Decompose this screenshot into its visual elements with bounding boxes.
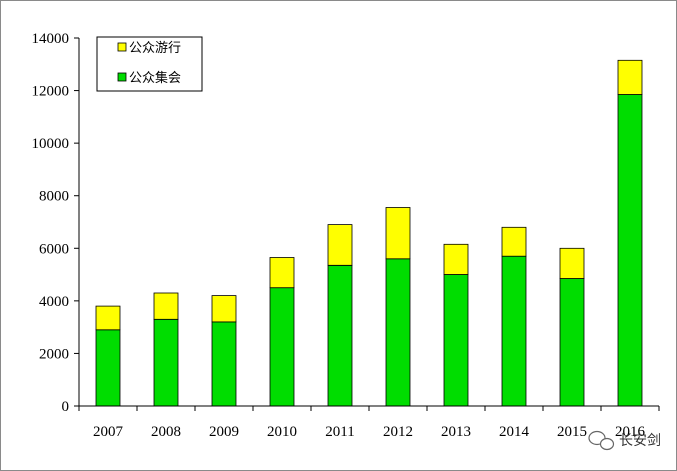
bar-assembly-2007 xyxy=(95,329,121,407)
bar-parade-2008 xyxy=(153,292,179,320)
x-tick-label-2011: 2011 xyxy=(325,424,354,440)
bar-parade-2007 xyxy=(95,305,121,331)
x-tick-label-2015: 2015 xyxy=(557,424,587,440)
bar-parade-2015 xyxy=(559,247,585,279)
bar-assembly-2014 xyxy=(501,255,527,407)
legend: 公众游行 公众集会 xyxy=(96,36,203,92)
bar-parade-2016 xyxy=(617,59,643,95)
y-tick-label: 10000 xyxy=(32,136,70,152)
x-tick-label-2012: 2012 xyxy=(383,424,413,440)
bars-group xyxy=(95,59,643,407)
bar-assembly-2009 xyxy=(211,321,237,407)
bar-parade-2014 xyxy=(501,226,527,257)
bar-parade-2010 xyxy=(269,257,295,289)
bar-assembly-2013 xyxy=(443,274,469,407)
y-tick-label: 8000 xyxy=(39,189,69,205)
bar-assembly-2011 xyxy=(327,264,353,407)
bar-parade-2011 xyxy=(327,224,353,266)
wechat-icon xyxy=(588,430,615,451)
legend-swatch-parade xyxy=(117,42,127,52)
axes-group xyxy=(74,37,660,411)
x-tick-label-2010: 2010 xyxy=(267,424,297,440)
bar-assembly-2015 xyxy=(559,278,585,407)
bar-assembly-2016 xyxy=(617,94,643,407)
legend-label-assembly: 公众集会 xyxy=(129,70,181,86)
legend-swatch-assembly xyxy=(117,72,127,82)
y-ticks-group: 0 2000 4000 6000 8000 10000 12000 14000 xyxy=(32,31,70,415)
x-ticks-group: 2007 2008 2009 2010 2011 2012 2013 2014 2015 2016 xyxy=(93,424,646,440)
x-tick-label-2013: 2013 xyxy=(441,424,471,440)
legend-label-parade: 公众游行 xyxy=(129,41,181,56)
watermark: 长安剑 xyxy=(588,430,661,451)
x-tick-label-2016: 2016 xyxy=(615,424,646,440)
y-tick-label: 14000 xyxy=(32,31,70,47)
bar-assembly-2010 xyxy=(269,287,295,407)
bar-assembly-2012 xyxy=(385,258,411,407)
x-tick-label-2008: 2008 xyxy=(151,424,181,440)
y-tick-label: 0 xyxy=(62,399,70,415)
y-tick-label: 6000 xyxy=(39,241,69,257)
bar-parade-2013 xyxy=(443,243,469,275)
x-tick-label-2007: 2007 xyxy=(93,424,124,440)
y-tick-label: 12000 xyxy=(32,84,70,100)
y-tick-label: 2000 xyxy=(39,346,69,362)
bar-parade-2012 xyxy=(385,207,411,260)
x-tick-label-2009: 2009 xyxy=(209,424,239,440)
watermark-text: 长安剑 xyxy=(619,433,661,449)
bar-parade-2009 xyxy=(211,295,237,323)
y-tick-label: 4000 xyxy=(39,294,69,310)
legend-box xyxy=(96,36,203,92)
bar-assembly-2008 xyxy=(153,318,179,407)
x-tick-label-2014: 2014 xyxy=(499,424,530,440)
